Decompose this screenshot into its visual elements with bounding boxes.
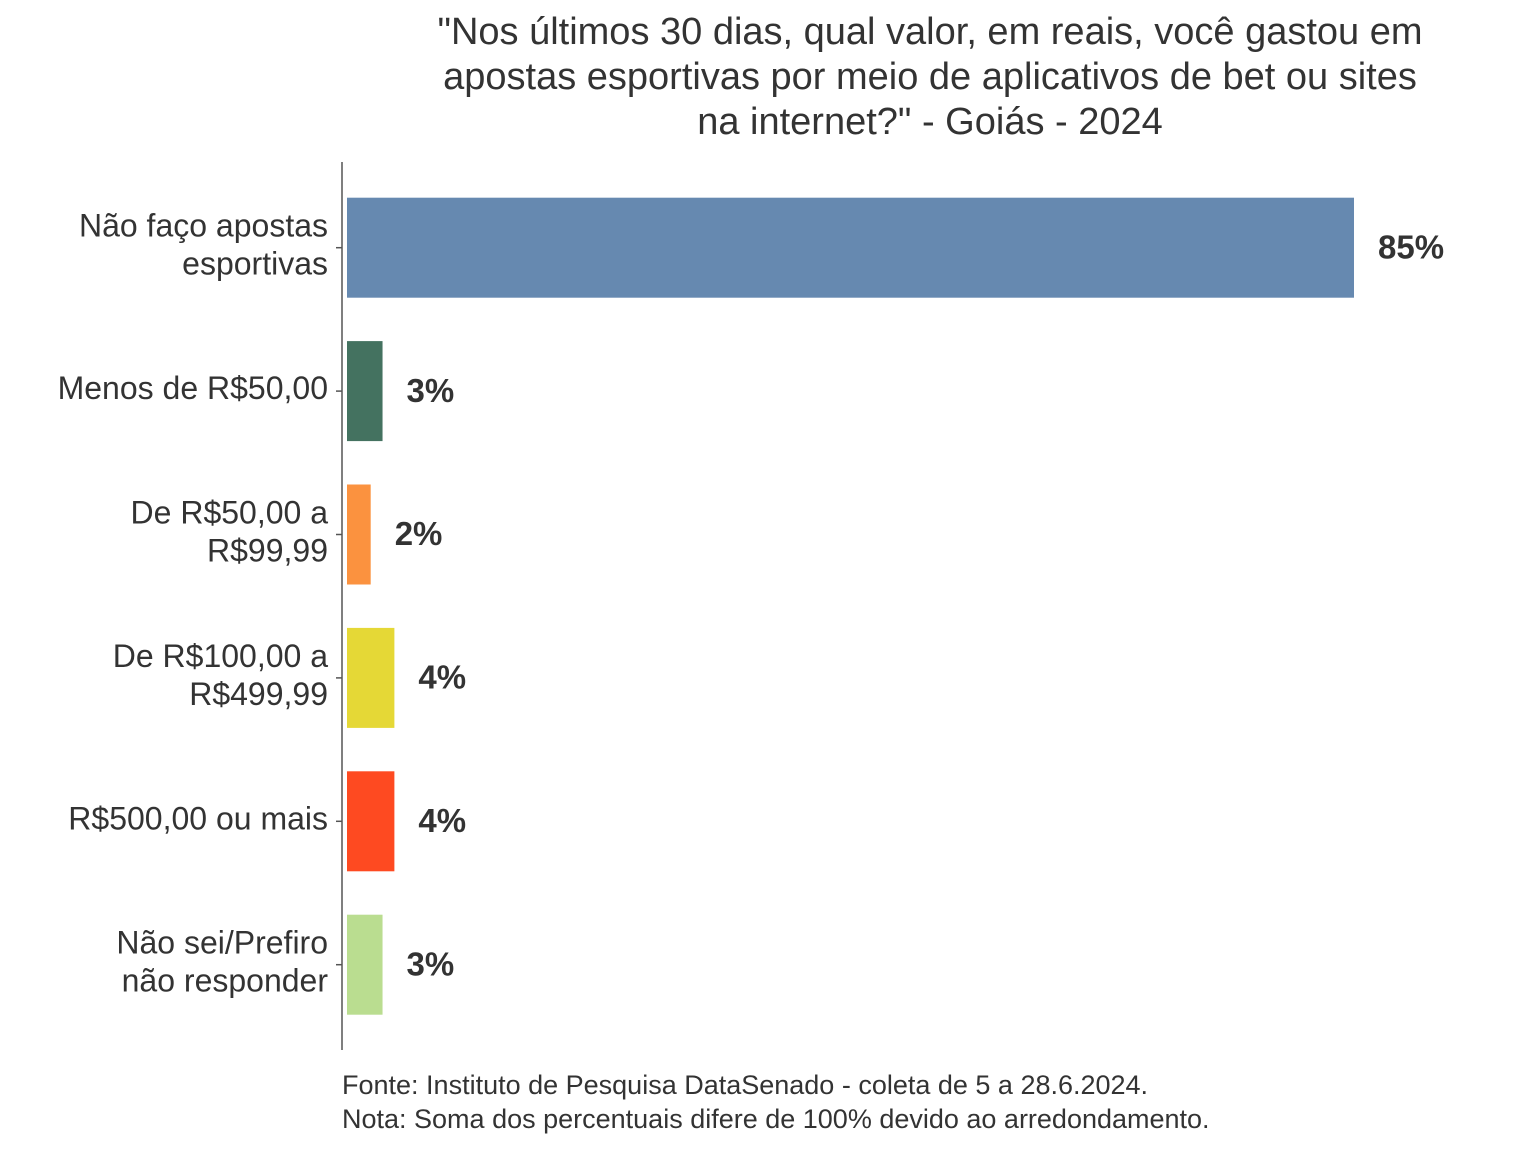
y-tick-label: Menos de R$50,00 — [58, 371, 328, 407]
y-tick-label: De R$50,00 a R$99,99 — [131, 495, 329, 569]
y-tick-label: Não faço apostas esportivas — [79, 208, 328, 282]
y-tick-label: De R$100,00 a R$499,99 — [113, 638, 328, 712]
bar — [347, 197, 1354, 298]
value-label: 2% — [395, 515, 443, 552]
y-tick-label: Não sei/Prefiro não responder — [116, 925, 328, 999]
value-label: 85% — [1378, 228, 1444, 265]
chart-title: "Nos últimos 30 dias, qual valor, em rea… — [437, 11, 1422, 143]
source: Fonte: Instituto de Pesquisa DataSenado … — [342, 1070, 1148, 1100]
y-tick-label: R$500,00 ou mais — [68, 801, 328, 837]
bar — [347, 484, 371, 585]
value-label: 4% — [418, 802, 466, 839]
bar — [347, 771, 395, 872]
note: Nota: Soma dos percentuais difere de 100… — [342, 1104, 1210, 1134]
bar — [347, 914, 383, 1015]
bar — [347, 627, 395, 728]
value-label: 3% — [407, 945, 455, 982]
bar — [347, 341, 383, 442]
value-label: 4% — [418, 659, 466, 696]
value-label: 3% — [407, 372, 455, 409]
